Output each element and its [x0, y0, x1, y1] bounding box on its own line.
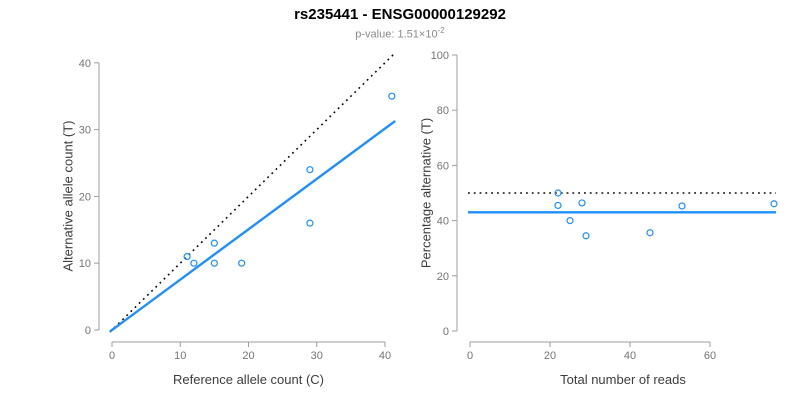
page-title: rs235441 - ENSG00000129292 [294, 6, 506, 23]
right-data-point [554, 189, 562, 197]
right-data-point [582, 232, 590, 240]
right-xaxis-title: Total number of reads [560, 372, 686, 387]
pvalue-exponent: -2 [437, 26, 445, 35]
left-data-point [238, 259, 246, 267]
left-identity-line [109, 52, 396, 333]
left-data-point [306, 219, 314, 227]
left-data-point [388, 92, 396, 100]
left-y-tick-label: 40 [79, 58, 91, 70]
right-data-point [578, 199, 586, 207]
left-xaxis-title: Reference allele count (C) [172, 372, 325, 387]
right-data-point [554, 201, 562, 210]
left-x-tick-label: 30 [311, 350, 323, 362]
right-x-tick-label: 40 [624, 350, 636, 362]
left-y-tick-label: 20 [79, 191, 91, 203]
right-y-tick-label: 100 [431, 50, 449, 62]
left-y-tick-label: 30 [79, 125, 91, 137]
left-x-tick-label: 10 [174, 350, 186, 362]
right-x-tick-label: 0 [467, 350, 473, 362]
pvalue-mantissa: 1.51 [397, 28, 419, 41]
left-yaxis-title: Alternative allele count (T) [60, 120, 76, 272]
right-y-tick-label: 40 [437, 216, 449, 228]
pvalue-times-base: ×10 [418, 28, 438, 41]
right-data-point [770, 200, 778, 208]
right-y-tick-label: 60 [437, 160, 449, 172]
right-y-tick-label: 20 [437, 271, 449, 283]
left-x-tick-label: 20 [242, 350, 254, 362]
pvalue-label: p-value: [355, 28, 398, 41]
left-data-point [210, 239, 218, 247]
left-x-tick-label: 40 [379, 350, 391, 362]
right-yaxis-title: Percentage alternative (T) [418, 117, 434, 269]
right-data-point [678, 202, 686, 210]
left-y-tick-label: 10 [79, 258, 91, 270]
left-data-point [210, 259, 218, 267]
right-data-point [646, 229, 654, 237]
left-fit-line [109, 120, 396, 333]
pvalue-subtitle: p-value: 1.51×10-2 [0, 26, 800, 41]
left-data-point [306, 166, 314, 174]
right-y-tick-label: 0 [443, 326, 449, 338]
right-x-tick-label: 20 [544, 350, 556, 362]
left-data-point [183, 252, 191, 261]
left-x-tick-label: 0 [109, 350, 115, 362]
left-data-point [190, 259, 198, 267]
right-y-tick-label: 80 [437, 105, 449, 117]
left-y-tick-label: 0 [85, 325, 91, 337]
right-x-tick-label: 60 [704, 350, 716, 362]
right-data-point [566, 217, 574, 225]
